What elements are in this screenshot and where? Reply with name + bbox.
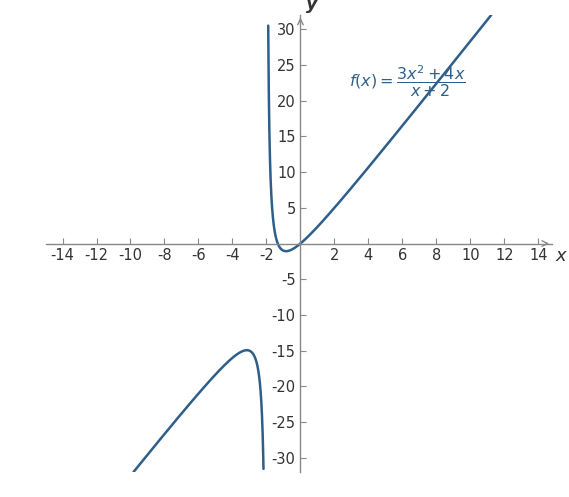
Text: $f(x) = \dfrac{3x^2 + 4x}{x + 2}$: $f(x) = \dfrac{3x^2 + 4x}{x + 2}$ [349, 63, 466, 98]
Text: x: x [555, 247, 566, 265]
Text: y: y [306, 0, 318, 13]
